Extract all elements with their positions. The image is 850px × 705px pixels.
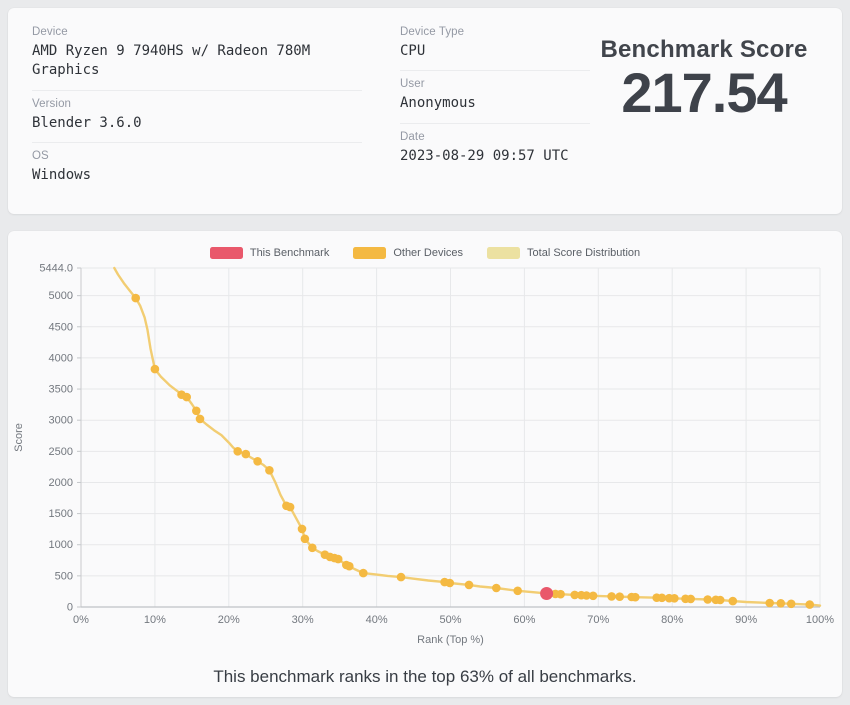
field-date-value: 2023-08-29 09:57 UTC [400,147,569,164]
svg-text:90%: 90% [735,614,757,626]
svg-text:30%: 30% [292,614,314,626]
rank-caption: This benchmark ranks in the top 63% of a… [213,667,637,687]
svg-text:80%: 80% [661,614,683,626]
svg-text:2500: 2500 [49,446,73,458]
legend-item-other-devices: Other Devices [353,247,464,260]
svg-text:20%: 20% [218,614,240,626]
svg-text:Score: Score [13,423,25,452]
svg-text:1000: 1000 [49,539,73,551]
field-device-type-label: Device Type [400,26,465,38]
benchmark-score-title: Benchmark Score [600,36,808,63]
svg-text:0: 0 [67,602,73,614]
legend-swatch-this-benchmark [209,247,243,260]
svg-text:2000: 2000 [49,477,73,489]
svg-text:3500: 3500 [49,384,73,396]
chart-area: 0% 10% 20% 30% 40% 50% 60% 70% 80% 90% 100% 0 500 100… [8,261,842,659]
legend-item-total-distribution: Total Score Distribution [487,247,641,260]
svg-text:0%: 0% [73,614,89,626]
field-os: OS Windows [32,143,362,194]
field-date-label: Date [400,130,425,143]
field-device-type: Device Type CPU [400,26,590,70]
field-device-label: Device [32,26,68,38]
svg-text:50%: 50% [439,614,461,626]
svg-text:3000: 3000 [49,415,73,427]
score-column: Benchmark Score 217.54 [590,26,818,194]
field-device-value: AMD Ryzen 9 7940HS w/ Radeon 780M Graphi… [32,43,311,79]
benchmark-rank-chart: 0% 10% 20% 30% 40% 50% 60% 70% 80% 90% 100% 0 500 100… [13,263,834,647]
svg-text:100%: 100% [806,614,834,626]
benchmark-info-card: Device AMD Ryzen 9 7940HS w/ Radeon 780M… [8,8,842,215]
svg-text:40%: 40% [366,614,388,626]
field-os-label: OS [32,149,49,162]
info-column-left: Device AMD Ryzen 9 7940HS w/ Radeon 780M… [32,26,362,194]
svg-text:4500: 4500 [49,322,73,334]
field-device: Device AMD Ryzen 9 7940HS w/ Radeon 780M… [32,26,362,90]
field-os-value: Windows [32,166,92,183]
divider [32,89,362,91]
svg-text:10%: 10% [144,614,166,626]
svg-text:Rank (Top %): Rank (Top %) [417,634,484,646]
legend-label-other-devices: Other Devices [393,247,464,260]
svg-text:70%: 70% [587,614,609,626]
legend-label-total-distribution: Total Score Distribution [527,247,641,260]
divider [32,141,362,143]
field-user-label: User [400,78,425,91]
legend-item-this-benchmark: This Benchmark [209,247,330,260]
field-device-type-value: CPU [400,43,426,59]
field-version-value: Blender 3.6.0 [32,114,142,131]
field-version: Version Blender 3.6.0 [32,91,362,142]
field-version-label: Version [32,97,72,110]
field-date: Date 2023-08-29 09:57 UTC [400,124,590,175]
benchmark-score-value: 217.54 [621,61,787,124]
divider [400,122,590,124]
svg-text:5000: 5000 [49,290,73,302]
chart-legend: This Benchmark Other Devices Total Score… [8,247,842,260]
legend-swatch-other-devices [353,247,387,260]
field-user: User Anonymous [400,71,590,122]
chart-card: This Benchmark Other Devices Total Score… [8,231,842,698]
info-column-middle: Device Type CPU User Anonymous Date 2023… [400,26,590,194]
legend-label-this-benchmark: This Benchmark [249,247,330,260]
svg-text:500: 500 [55,571,73,583]
divider [400,70,590,72]
svg-text:5444.0: 5444.0 [39,263,73,275]
svg-text:4000: 4000 [49,353,73,365]
svg-text:60%: 60% [513,614,535,626]
field-user-value: Anonymous [400,95,476,112]
svg-text:1500: 1500 [49,508,73,520]
legend-swatch-total-distribution [487,247,521,260]
